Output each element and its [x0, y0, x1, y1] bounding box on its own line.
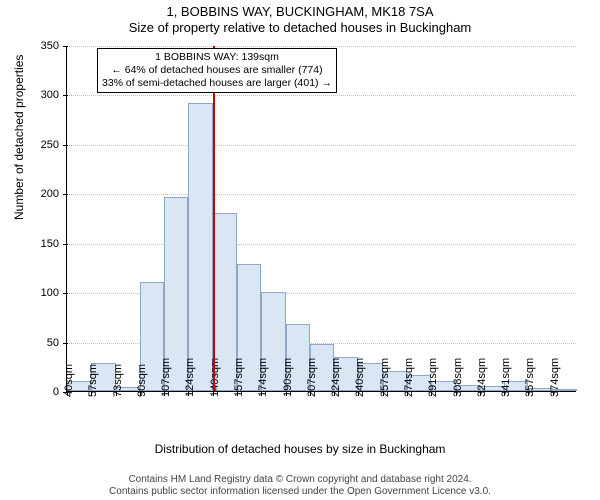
x-tick-label: 308sqm [452, 358, 464, 397]
x-tick-label: 140sqm [209, 358, 221, 397]
x-axis-label: Distribution of detached houses by size … [0, 442, 600, 456]
y-tick-label: 100 [29, 287, 67, 299]
annotation-box: 1 BOBBINS WAY: 139sqm ← 64% of detached … [97, 48, 337, 93]
chart-container: 1, BOBBINS WAY, BUCKINGHAM, MK18 7SA Siz… [0, 0, 600, 500]
page-title: 1, BOBBINS WAY, BUCKINGHAM, MK18 7SA [0, 0, 600, 20]
y-tick-label: 300 [29, 89, 67, 101]
page-subtitle: Size of property relative to detached ho… [0, 20, 600, 38]
x-tick-label: 374sqm [549, 358, 561, 397]
y-tick-label: 0 [29, 386, 67, 398]
annotation-line-2: ← 64% of detached houses are smaller (77… [102, 64, 332, 77]
x-tick-label: 73sqm [112, 364, 124, 397]
x-tick-label: 341sqm [500, 358, 512, 397]
x-tick-label: 207sqm [306, 358, 318, 397]
x-tick-label: 324sqm [476, 358, 488, 397]
y-tick-label: 50 [29, 337, 67, 349]
x-tick-label: 174sqm [257, 358, 269, 397]
footer-line-2: Contains public sector information licen… [0, 486, 600, 498]
y-tick-label: 250 [29, 139, 67, 151]
grid-line [67, 244, 576, 245]
annotation-line-3: 33% of semi-detached houses are larger (… [102, 77, 332, 90]
footer-line-1: Contains HM Land Registry data © Crown c… [0, 474, 600, 486]
x-tick-label: 291sqm [427, 358, 439, 397]
footer: Contains HM Land Registry data © Crown c… [0, 474, 600, 498]
x-tick-label: 107sqm [160, 358, 172, 397]
x-tick-label: 90sqm [136, 364, 148, 397]
x-tick-label: 57sqm [87, 364, 99, 397]
marker-line [213, 46, 215, 391]
x-tick-label: 257sqm [379, 358, 391, 397]
y-tick-label: 350 [29, 40, 67, 52]
histogram-bar [188, 103, 212, 391]
x-tick-label: 190sqm [282, 358, 294, 397]
x-tick-label: 124sqm [184, 358, 196, 397]
y-tick-label: 200 [29, 188, 67, 200]
grid-line [67, 194, 576, 195]
grid-line [67, 145, 576, 146]
x-tick-label: 240sqm [354, 358, 366, 397]
x-tick-label: 274sqm [403, 358, 415, 397]
grid-line [67, 46, 576, 47]
annotation-line-1: 1 BOBBINS WAY: 139sqm [102, 51, 332, 64]
y-axis-label: Number of detached properties [12, 55, 26, 220]
x-tick-label: 224sqm [330, 358, 342, 397]
y-tick-label: 150 [29, 238, 67, 250]
x-tick-label: 357sqm [524, 358, 536, 397]
grid-line [67, 95, 576, 96]
x-tick-label: 40sqm [63, 364, 75, 397]
x-tick-label: 157sqm [233, 358, 245, 397]
plot-area: 05010015020025030035040sqm57sqm73sqm90sq… [66, 46, 576, 392]
